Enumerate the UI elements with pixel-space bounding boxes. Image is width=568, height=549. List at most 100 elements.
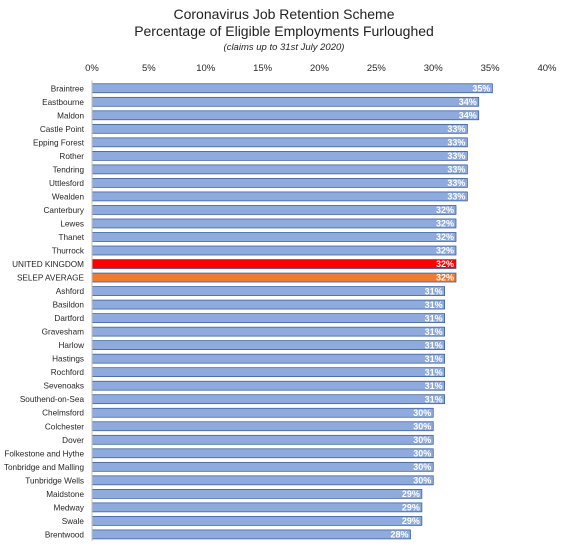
bar xyxy=(91,137,468,148)
data-label: 34% xyxy=(459,111,477,121)
category-label: Tunbridge Wells xyxy=(25,476,84,485)
bar xyxy=(91,205,457,215)
category-label: Uttlesford xyxy=(49,179,84,188)
data-label: 31% xyxy=(425,381,443,391)
bar xyxy=(91,313,445,323)
category-label: Castle Point xyxy=(40,125,85,134)
bar xyxy=(91,461,434,472)
data-label: 32% xyxy=(436,246,454,256)
bar xyxy=(91,502,423,513)
bar xyxy=(91,286,445,296)
bar xyxy=(91,151,468,161)
data-label: 30% xyxy=(413,421,431,431)
category-label: Tendring xyxy=(53,165,85,174)
bar xyxy=(91,489,423,499)
chart-title-block: Coronavirus Job Retention Scheme Percent… xyxy=(0,6,568,55)
bar xyxy=(91,123,468,134)
x-tick-label: 35% xyxy=(481,63,501,74)
data-label: 31% xyxy=(425,300,443,310)
bar xyxy=(91,529,411,540)
category-label: Thurrock xyxy=(52,247,85,256)
data-label: 30% xyxy=(413,408,431,418)
category-label: Canterbury xyxy=(43,206,84,215)
data-label: 31% xyxy=(425,367,443,377)
data-label: 32% xyxy=(436,273,454,283)
data-label: 30% xyxy=(413,462,431,472)
bar xyxy=(91,367,445,378)
category-label: Wealden xyxy=(52,192,85,201)
data-label: 33% xyxy=(447,178,465,188)
data-label: 30% xyxy=(413,435,431,445)
bar xyxy=(91,178,468,188)
data-label: 29% xyxy=(402,516,420,526)
category-label: Thanet xyxy=(59,233,85,242)
data-label: 31% xyxy=(425,327,443,337)
data-label: 33% xyxy=(447,124,465,134)
category-label: Colchester xyxy=(45,422,84,431)
category-label: Harlow xyxy=(59,341,85,350)
data-label: 31% xyxy=(425,313,443,323)
bar xyxy=(91,218,457,229)
category-label: Hastings xyxy=(52,355,84,364)
category-label: Rother xyxy=(59,152,84,161)
category-label: Dover xyxy=(62,436,84,445)
bar xyxy=(91,407,434,418)
category-label: Brentwood xyxy=(45,530,85,539)
data-label: 31% xyxy=(425,354,443,364)
data-label: 34% xyxy=(459,97,477,107)
category-label: SELEP AVERAGE xyxy=(17,274,85,283)
category-label: Southend-on-Sea xyxy=(20,395,85,404)
x-tick-label: 0% xyxy=(85,63,99,74)
category-label: Epping Forest xyxy=(33,138,85,147)
category-label: Sevenoaks xyxy=(43,382,84,391)
data-label: 31% xyxy=(425,286,443,296)
bar xyxy=(91,394,445,405)
bar xyxy=(91,340,445,350)
data-label: 29% xyxy=(402,489,420,499)
data-label: 28% xyxy=(390,530,408,540)
data-label: 33% xyxy=(447,192,465,202)
category-label: Ashford xyxy=(56,287,85,296)
x-tick-label: 15% xyxy=(253,63,273,74)
bar xyxy=(91,516,423,526)
category-label: Medway xyxy=(54,503,85,512)
category-label: Basildon xyxy=(53,301,85,310)
bar xyxy=(91,272,457,283)
bar xyxy=(91,475,434,486)
category-label: Maldon xyxy=(57,111,84,120)
x-tick-label: 10% xyxy=(196,63,216,74)
x-tick-label: 40% xyxy=(537,63,557,74)
chart-note: (claims up to 31st July 2020) xyxy=(223,42,345,53)
data-label: 31% xyxy=(425,394,443,404)
data-label: 32% xyxy=(436,219,454,229)
data-label: 31% xyxy=(425,340,443,350)
data-label: 32% xyxy=(436,259,454,269)
bar xyxy=(91,434,434,445)
data-label: 29% xyxy=(402,503,420,513)
category-label: Rochford xyxy=(51,368,85,377)
x-tick-label: 5% xyxy=(142,63,156,74)
chart-title: Coronavirus Job Retention Scheme xyxy=(173,6,395,22)
x-tick-label: 25% xyxy=(367,63,387,74)
bar xyxy=(91,191,468,202)
category-label: Braintree xyxy=(51,84,85,93)
bar xyxy=(91,164,468,175)
data-label: 32% xyxy=(436,205,454,215)
bar xyxy=(91,299,445,310)
category-label: Lewes xyxy=(60,219,84,228)
bar xyxy=(91,245,457,256)
bar xyxy=(91,326,445,337)
category-label: Gravesham xyxy=(42,328,84,337)
x-tick-label: 20% xyxy=(310,63,330,74)
data-label: 33% xyxy=(447,138,465,148)
category-label: UNITED KINGDOM xyxy=(12,260,84,269)
category-label: Chelmsford xyxy=(42,409,84,418)
data-label: 30% xyxy=(413,449,431,459)
x-tick-label: 30% xyxy=(424,63,444,74)
bar xyxy=(91,380,445,391)
category-label: Dartford xyxy=(54,314,84,323)
bar xyxy=(91,259,457,269)
bar xyxy=(91,110,480,121)
bar xyxy=(91,83,493,94)
